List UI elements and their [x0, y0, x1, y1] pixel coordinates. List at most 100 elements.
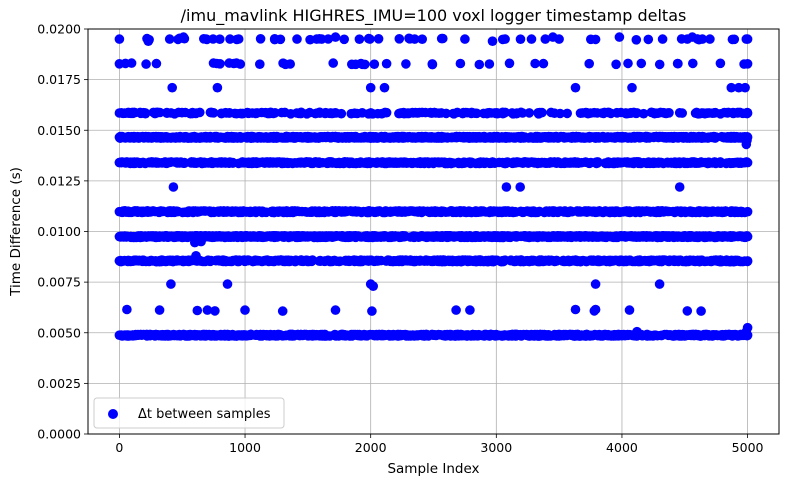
data-point	[549, 108, 560, 118]
data-point	[558, 330, 569, 341]
data-point	[623, 58, 633, 69]
data-point	[447, 132, 458, 142]
data-point	[454, 158, 464, 169]
data-point	[592, 158, 603, 168]
data-point	[242, 206, 252, 217]
data-point	[274, 132, 284, 143]
data-point	[441, 231, 451, 241]
data-point	[430, 330, 440, 340]
data-point	[165, 133, 176, 143]
data-point	[709, 255, 720, 266]
data-point	[643, 34, 654, 45]
data-point	[296, 108, 306, 119]
data-point	[362, 330, 373, 341]
data-point	[594, 133, 604, 143]
data-point	[141, 256, 151, 267]
data-point	[132, 206, 142, 216]
data-point	[427, 59, 438, 70]
data-point	[676, 207, 686, 218]
data-point	[653, 108, 663, 118]
data-point	[151, 232, 162, 243]
data-point	[549, 207, 559, 217]
data-point	[398, 108, 408, 118]
data-point	[655, 232, 665, 242]
data-point	[433, 157, 444, 168]
data-point	[321, 108, 332, 118]
data-point	[396, 255, 406, 265]
data-point	[687, 207, 698, 218]
data-point	[452, 256, 463, 266]
data-point	[255, 34, 266, 44]
data-point	[395, 329, 406, 340]
data-point	[251, 158, 262, 169]
data-point	[186, 330, 197, 341]
data-point	[700, 206, 710, 217]
data-point	[280, 59, 291, 70]
data-point	[484, 59, 495, 69]
data-point	[323, 157, 333, 168]
data-point	[662, 206, 673, 217]
data-point	[509, 207, 519, 217]
data-points	[114, 32, 753, 341]
data-point	[401, 59, 411, 69]
data-point	[264, 330, 275, 340]
data-point	[623, 108, 634, 119]
data-point	[710, 133, 720, 143]
data-point	[345, 331, 355, 341]
data-point	[258, 232, 268, 242]
data-point	[547, 157, 557, 168]
data-point	[369, 256, 380, 267]
data-point	[615, 132, 625, 142]
data-point	[464, 231, 475, 241]
data-point	[710, 107, 720, 118]
data-point	[648, 158, 659, 169]
data-point	[601, 256, 612, 267]
data-point	[292, 206, 303, 216]
data-point	[657, 330, 667, 341]
data-point	[489, 158, 500, 168]
data-point	[265, 107, 276, 118]
data-point	[131, 255, 142, 266]
data-point	[237, 157, 247, 168]
data-point	[332, 132, 343, 143]
data-point	[577, 108, 588, 118]
data-point	[611, 59, 621, 70]
data-point	[574, 256, 585, 267]
data-point	[322, 132, 332, 142]
data-point	[454, 231, 464, 241]
data-point	[685, 231, 695, 241]
data-point	[114, 330, 125, 341]
data-point	[375, 231, 386, 242]
data-point	[296, 255, 306, 265]
data-point	[337, 231, 348, 241]
data-point	[645, 206, 656, 217]
data-point	[670, 329, 681, 340]
data-point	[730, 157, 741, 168]
data-point	[227, 206, 237, 216]
data-point	[510, 133, 521, 143]
data-point	[267, 206, 278, 217]
data-point	[580, 157, 591, 167]
data-point	[180, 207, 190, 217]
data-point	[270, 255, 281, 266]
data-point	[728, 256, 738, 267]
data-point	[145, 329, 155, 340]
data-point	[357, 108, 368, 118]
data-point	[304, 329, 315, 340]
data-point	[381, 107, 392, 118]
data-point	[449, 109, 459, 119]
data-point	[412, 330, 423, 341]
data-point	[489, 206, 500, 217]
data-point	[434, 255, 445, 265]
data-point	[534, 108, 544, 119]
data-point	[742, 157, 753, 168]
data-point	[492, 108, 503, 119]
data-point	[114, 206, 125, 217]
data-point	[198, 329, 208, 340]
data-point	[188, 157, 199, 167]
data-point	[140, 108, 151, 118]
data-point	[612, 107, 622, 118]
data-point	[114, 59, 125, 69]
data-point	[706, 231, 717, 242]
data-point	[397, 207, 407, 217]
